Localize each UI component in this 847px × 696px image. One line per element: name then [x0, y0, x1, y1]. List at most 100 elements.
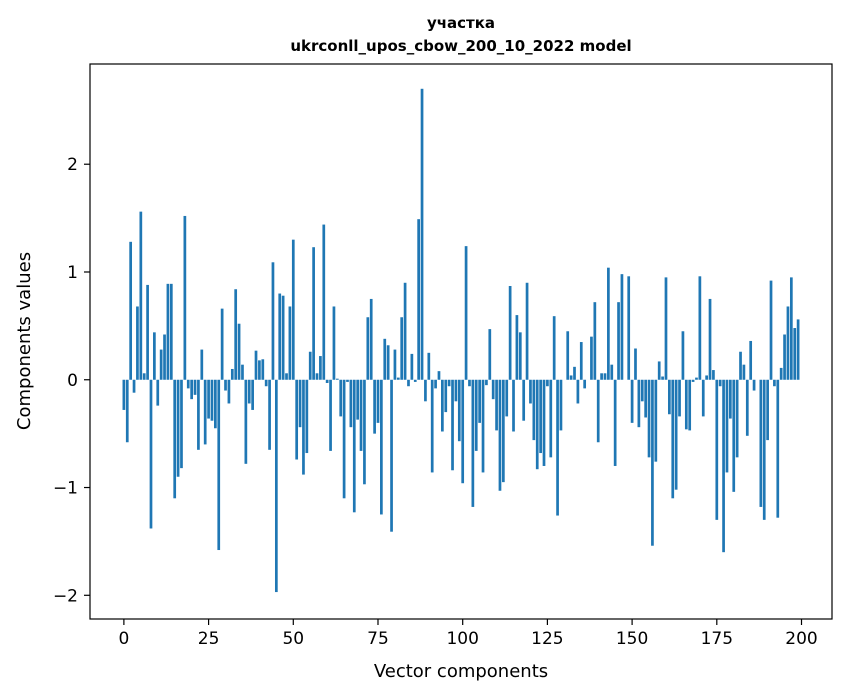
bar-107 — [485, 379, 488, 386]
bar-32 — [230, 368, 234, 380]
bar-23 — [200, 349, 204, 380]
bar-159 — [661, 376, 664, 380]
bar-105 — [478, 379, 481, 423]
bar-181 — [735, 379, 739, 458]
bar-56 — [312, 247, 315, 380]
bar-108 — [488, 329, 492, 380]
bar-126 — [549, 379, 553, 458]
bar-109 — [491, 379, 495, 400]
bar-27 — [214, 379, 217, 429]
bar-77 — [383, 338, 387, 380]
bar-52 — [298, 379, 302, 428]
bar-162 — [671, 379, 675, 499]
bar-138 — [590, 336, 593, 380]
bar-150 — [630, 379, 634, 423]
bar-26 — [210, 379, 214, 421]
bar-184 — [745, 379, 749, 436]
x-tick-label: 75 — [367, 629, 389, 649]
bar-144 — [610, 364, 614, 380]
x-tick-label: 100 — [446, 629, 478, 649]
bar-191 — [769, 280, 773, 380]
bar-20 — [190, 379, 193, 400]
bar-3 — [132, 379, 136, 393]
bar-89 — [424, 379, 427, 402]
bar-173 — [708, 298, 712, 380]
bar-120 — [529, 379, 532, 404]
bar-85 — [410, 353, 414, 380]
bar-82 — [400, 317, 404, 380]
bar-117 — [518, 332, 522, 380]
bar-121 — [532, 379, 536, 441]
bar-152 — [637, 379, 641, 428]
bar-38 — [251, 379, 254, 410]
bar-10 — [156, 379, 160, 406]
x-tick-label: 50 — [282, 629, 304, 649]
bar-164 — [678, 379, 681, 417]
bar-17 — [180, 379, 183, 469]
x-tick-label: 125 — [531, 629, 563, 649]
bar-60 — [325, 379, 329, 383]
bar-66 — [346, 379, 349, 382]
bar-31 — [227, 379, 231, 404]
bar-73 — [369, 298, 373, 380]
bar-122 — [535, 379, 539, 470]
bar-183 — [742, 364, 746, 380]
bar-81 — [396, 377, 400, 380]
y-axis-ticks: −2 −1 0 1 2 — [53, 155, 90, 606]
bar-153 — [640, 379, 644, 402]
bar-45 — [274, 379, 278, 593]
bar-72 — [366, 317, 370, 380]
bar-116 — [515, 315, 519, 380]
bar-8 — [149, 379, 153, 529]
bar-94 — [441, 379, 444, 432]
bar-30 — [224, 379, 227, 391]
bar-55 — [308, 351, 312, 380]
bar-75 — [376, 379, 380, 423]
bar-192 — [773, 379, 776, 387]
bar-96 — [447, 379, 451, 387]
y-tick-label: −2 — [53, 586, 78, 606]
bar-102 — [468, 379, 471, 387]
bar-78 — [386, 345, 390, 380]
x-tick-label: 175 — [701, 629, 733, 649]
bar-134 — [576, 379, 580, 404]
y-axis-label: Components values — [14, 252, 35, 430]
bar-54 — [305, 379, 309, 454]
bar-series — [122, 88, 800, 593]
y-tick-label: 1 — [67, 263, 78, 283]
bar-19 — [186, 379, 190, 389]
y-tick-label: −1 — [53, 479, 78, 499]
bar-67 — [349, 379, 353, 428]
bar-171 — [701, 379, 705, 417]
bar-68 — [352, 379, 356, 513]
bar-44 — [271, 262, 275, 380]
bar-50 — [291, 239, 295, 380]
bar-119 — [525, 282, 529, 380]
bar-46 — [278, 293, 282, 380]
bar-115 — [512, 379, 515, 432]
bar-168 — [691, 379, 695, 382]
bar-149 — [627, 276, 631, 380]
bar-39 — [254, 350, 258, 380]
bar-0 — [122, 379, 126, 410]
bar-74 — [373, 379, 376, 434]
bar-195 — [783, 334, 786, 380]
bar-11 — [159, 349, 163, 380]
bar-40 — [258, 360, 261, 380]
bar-101 — [464, 246, 468, 380]
bar-186 — [752, 379, 756, 391]
bar-18 — [183, 215, 187, 380]
bar-158 — [657, 361, 661, 380]
bar-125 — [546, 379, 549, 387]
bar-110 — [495, 379, 498, 431]
bar-103 — [471, 379, 475, 507]
bar-6 — [142, 373, 146, 380]
bar-70 — [359, 379, 363, 451]
bar-196 — [786, 306, 790, 380]
bar-143 — [607, 267, 610, 380]
bar-188 — [759, 379, 763, 507]
bar-53 — [302, 379, 305, 475]
bar-111 — [498, 379, 502, 491]
bar-35 — [241, 364, 244, 380]
